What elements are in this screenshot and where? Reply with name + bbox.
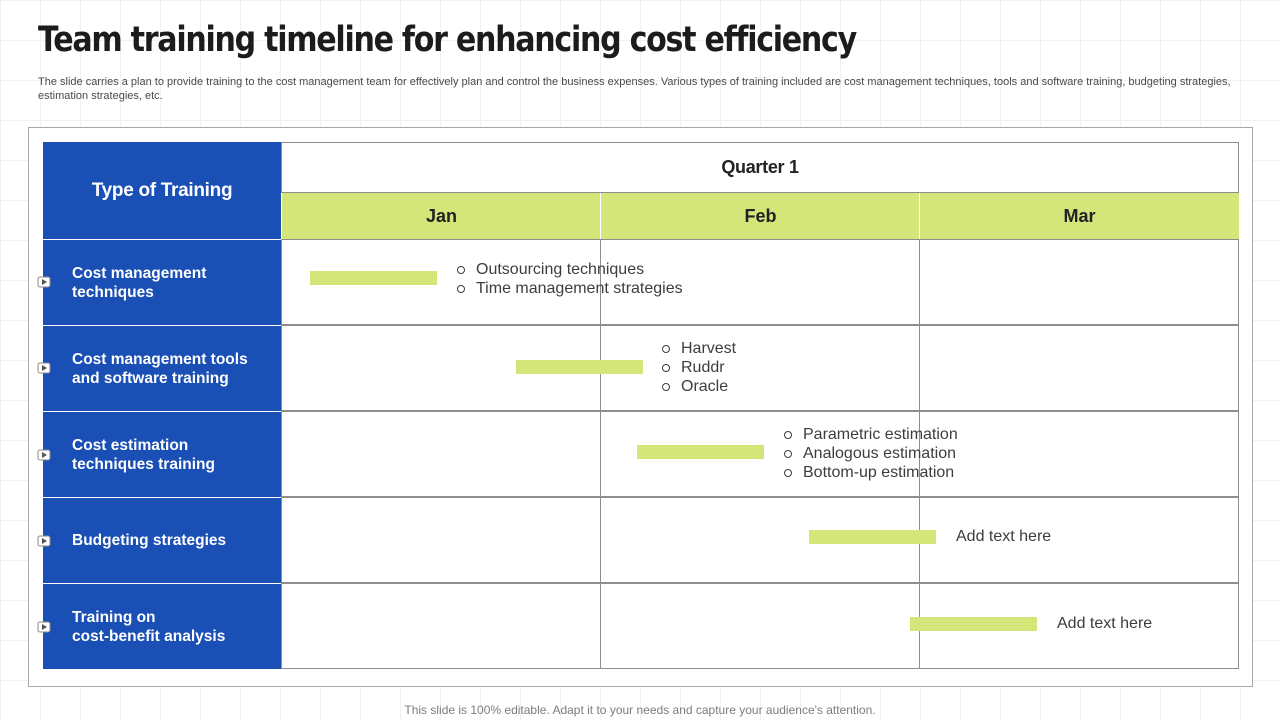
cell-r4-jan [281, 497, 601, 583]
month-jan-header: Jan [281, 193, 601, 239]
month-mar-header: Mar [919, 193, 1239, 239]
cell-r5-feb [600, 583, 920, 669]
row2-notes-list: Harvest Ruddr Oracle [662, 339, 736, 396]
list-item: Bottom-up estimation [784, 463, 958, 482]
row-label-text: Training on cost-benefit analysis [72, 608, 226, 645]
list-item: Outsourcing techniques [457, 260, 683, 279]
list-item: Harvest [662, 339, 736, 358]
list-item: Analogous estimation [784, 444, 958, 463]
row-label-budgeting-strategies: Budgeting strategies [43, 497, 281, 583]
page-title: Team training timeline for enhancing cos… [38, 20, 857, 60]
cell-r5-jan [281, 583, 601, 669]
page-description: The slide carries a plan to provide trai… [38, 76, 1231, 102]
cell-r2-mar [919, 325, 1239, 411]
row-label-cost-management-techniques: Cost management techniques [43, 239, 281, 325]
type-of-training-header: Type of Training [43, 142, 281, 239]
row-label-text: Cost management tools and software train… [72, 350, 248, 387]
row-label-text: Cost management techniques [72, 264, 207, 301]
list-item: Parametric estimation [784, 425, 958, 444]
row-label-text: Cost estimation techniques training [72, 436, 215, 473]
row1-notes-list: Outsourcing techniques Time management s… [457, 260, 683, 298]
timeline-bar-row2 [516, 360, 643, 374]
arrow-icon [37, 535, 51, 547]
list-item: Oracle [662, 377, 736, 396]
arrow-icon [37, 621, 51, 633]
cell-r2-feb [600, 325, 920, 411]
arrow-icon [37, 276, 51, 288]
cell-r1-mar [919, 239, 1239, 325]
arrow-icon [37, 362, 51, 374]
cell-r3-jan [281, 411, 601, 497]
row5-note: Add text here [1057, 615, 1153, 632]
row-label-text: Budgeting strategies [72, 532, 227, 549]
timeline-bar-row5 [910, 617, 1037, 631]
quarter-header: Quarter 1 [281, 142, 1239, 193]
row4-note: Add text here [956, 528, 1052, 545]
cell-r3-mar [919, 411, 1239, 497]
timeline-bar-row1 [310, 271, 437, 285]
row-label-tools-software-training: Cost management tools and software train… [43, 325, 281, 411]
list-item: Ruddr [662, 358, 736, 377]
timeline-bar-row3 [637, 445, 764, 459]
row3-notes-list: Parametric estimation Analogous estimati… [784, 425, 958, 482]
timeline-bar-row4 [809, 530, 936, 544]
list-item: Time management strategies [457, 279, 683, 298]
row-label-cost-benefit-analysis: Training on cost-benefit analysis [43, 583, 281, 669]
month-feb-header: Feb [600, 193, 920, 239]
row-label-cost-estimation-training: Cost estimation techniques training [43, 411, 281, 497]
arrow-icon [37, 449, 51, 461]
footer-note: This slide is 100% editable. Adapt it to… [404, 703, 876, 717]
